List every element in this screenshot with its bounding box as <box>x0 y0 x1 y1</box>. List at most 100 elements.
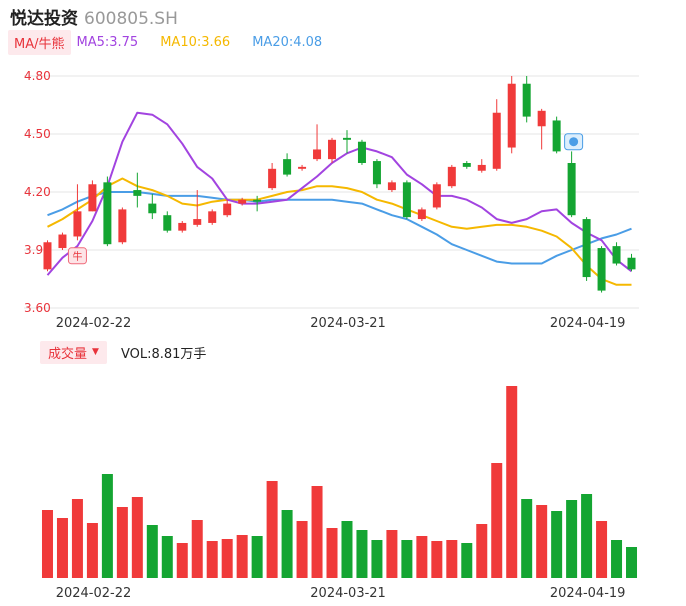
volume-bar <box>101 474 113 578</box>
ma20-line <box>47 191 632 265</box>
candle <box>223 199 232 218</box>
candle <box>417 207 426 221</box>
candle <box>58 232 67 250</box>
candle-body <box>43 242 52 270</box>
candle-body <box>88 184 97 212</box>
candle-body <box>298 166 307 169</box>
candle-body <box>223 203 232 216</box>
candle <box>402 180 411 220</box>
volume-bar <box>266 481 278 578</box>
price-tick-label: 4.20 <box>24 185 51 199</box>
candle <box>552 116 561 154</box>
candle <box>238 197 247 206</box>
ma5-legend: MA5:3.75 <box>76 34 139 50</box>
candle <box>372 159 381 189</box>
price-date-axis: 2024-02-22 2024-03-21 2024-04-19 <box>56 316 626 331</box>
volume-bar <box>356 530 368 578</box>
ma-mode-selector[interactable]: MA/牛熊 <box>8 29 71 55</box>
candle <box>43 240 52 272</box>
volume-legend: 成交量 ▼ VOL:8.81万手 <box>40 340 206 364</box>
volume-bar <box>206 541 218 578</box>
volume-date-label: 2024-03-21 <box>310 586 386 601</box>
volume-bar <box>401 540 413 578</box>
signal-markers: 牛 <box>67 133 584 265</box>
volume-bar <box>146 525 158 578</box>
candle <box>357 139 366 165</box>
candle <box>432 182 441 210</box>
candle <box>582 217 591 281</box>
volume-bars <box>41 386 638 578</box>
volume-bar <box>131 497 143 578</box>
moving-average-lines <box>46 111 633 286</box>
price-tick-label: 4.80 <box>24 69 51 83</box>
candle <box>163 211 172 233</box>
candle-body <box>477 164 486 171</box>
volume-date-axis: 2024-02-22 2024-03-21 2024-04-19 <box>56 586 626 601</box>
volume-bar <box>491 463 503 578</box>
candle <box>208 209 217 225</box>
candle <box>537 108 546 150</box>
volume-bar <box>56 518 68 578</box>
candle <box>597 246 606 293</box>
candle-body <box>447 166 456 187</box>
candle-body <box>627 257 636 270</box>
candle-body <box>597 248 606 291</box>
candle <box>253 195 262 212</box>
volume-bar <box>296 521 308 578</box>
candle-body <box>552 120 561 152</box>
volume-bar <box>371 540 383 578</box>
ma20-legend: MA20:4.08 <box>252 34 323 50</box>
candle-body <box>178 222 187 231</box>
volume-bar <box>176 543 188 578</box>
candle-body <box>103 182 112 245</box>
candle <box>73 184 82 241</box>
volume-bar <box>506 386 518 578</box>
candle <box>268 163 277 191</box>
volume-bar <box>446 540 458 578</box>
candle <box>103 176 112 247</box>
candle-body <box>208 211 217 223</box>
candle-body <box>462 163 471 167</box>
stock-code: 600805.SH <box>84 9 178 29</box>
candle <box>88 180 97 212</box>
candle <box>313 124 322 162</box>
price-axis: 4.804.504.203.903.60 <box>24 69 51 315</box>
bull-badge-bg <box>67 247 87 265</box>
volume-date-label: 2024-04-19 <box>550 586 626 601</box>
volume-bar <box>311 486 323 578</box>
candle <box>342 130 351 154</box>
candle-body <box>522 83 531 117</box>
candle-body <box>118 209 127 243</box>
candle <box>328 137 337 163</box>
volume-bar <box>596 521 608 578</box>
caret-down-icon: ▼ <box>92 347 99 357</box>
candle <box>627 253 636 272</box>
candle <box>612 242 621 266</box>
bear-badge-dot <box>569 137 579 147</box>
stock-header: 悦达投资 600805.SH <box>10 4 178 29</box>
price-date-label: 2024-02-22 <box>56 316 132 331</box>
volume-bar <box>86 523 98 578</box>
candle <box>387 180 396 192</box>
candle-body <box>283 159 292 175</box>
candle-body <box>73 211 82 237</box>
candle <box>118 207 127 245</box>
candle-body <box>612 246 621 264</box>
volume-bar <box>161 536 173 578</box>
volume-bar <box>251 536 263 578</box>
candle-body <box>372 161 381 185</box>
volume-date-label: 2024-02-22 <box>56 586 132 601</box>
volume-bar <box>41 510 53 578</box>
ma10-legend: MA10:3.66 <box>160 34 231 50</box>
ma5-line <box>46 111 633 276</box>
candle <box>148 193 157 220</box>
volume-bar <box>626 547 638 578</box>
candle-body <box>328 139 337 160</box>
volume-bar <box>386 530 398 578</box>
volume-bar <box>611 540 623 578</box>
candle-body <box>387 182 396 191</box>
candle-body <box>567 163 576 216</box>
candle-body <box>253 199 262 202</box>
volume-indicator-selector[interactable]: 成交量 ▼ <box>40 340 107 364</box>
